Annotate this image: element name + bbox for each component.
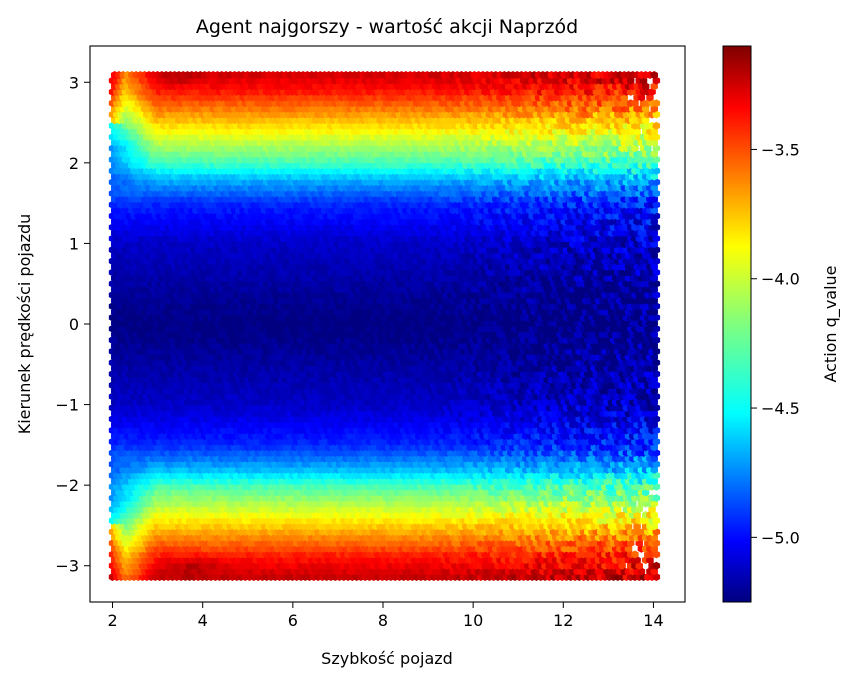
chart-title: Agent najgorszy - wartość akcji Naprzód bbox=[196, 16, 578, 38]
hexbin-cells bbox=[108, 71, 661, 581]
hex-cell bbox=[631, 550, 639, 559]
hex-cell bbox=[652, 561, 661, 570]
